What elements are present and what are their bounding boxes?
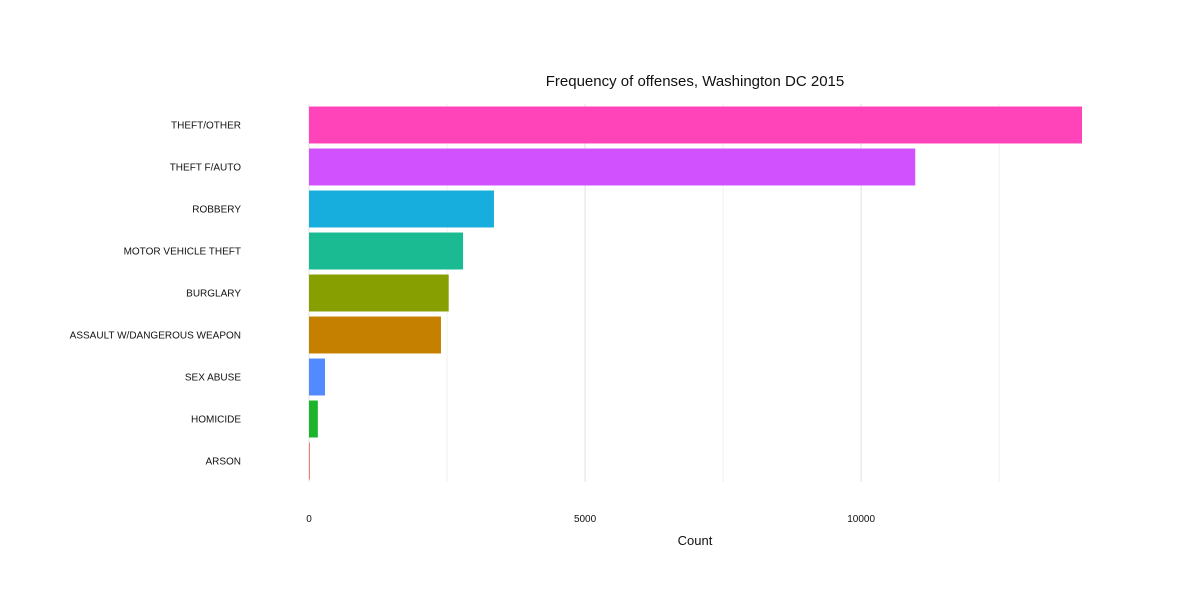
bar-sex-abuse bbox=[309, 358, 326, 396]
x-axis-title: Count bbox=[678, 533, 713, 548]
bars bbox=[309, 106, 1082, 480]
category-label: BURGLARY bbox=[186, 289, 241, 300]
chart-title: Frequency of offenses, Washington DC 201… bbox=[546, 73, 845, 90]
category-label: ARSON bbox=[205, 457, 241, 468]
bar-theft-other bbox=[309, 106, 1082, 144]
category-labels: THEFT/OTHER THEFT F/AUTO ROBBERY MOTOR VEHI… bbox=[70, 121, 242, 468]
category-label: HOMICIDE bbox=[191, 415, 241, 426]
category-label: ASSAULT W/DANGEROUS WEAPON bbox=[70, 331, 241, 342]
x-tick-label: 5000 bbox=[574, 514, 597, 525]
category-label: THEFT F/AUTO bbox=[170, 163, 242, 174]
x-tick-label: 10000 bbox=[847, 514, 875, 525]
category-label: ROBBERY bbox=[192, 205, 241, 216]
bar-burglary bbox=[309, 274, 449, 312]
bar-assault-w-dangerous-weapon bbox=[309, 316, 441, 354]
bar-arson bbox=[309, 442, 310, 480]
bar-homicide bbox=[309, 400, 318, 438]
bar-theft-f-auto bbox=[309, 148, 916, 186]
category-label: THEFT/OTHER bbox=[171, 121, 241, 132]
category-label: MOTOR VEHICLE THEFT bbox=[124, 247, 241, 258]
bar-motor-vehicle-theft bbox=[309, 232, 464, 270]
x-axis-tick-labels: 0 5000 10000 bbox=[306, 514, 875, 525]
category-label: SEX ABUSE bbox=[185, 373, 241, 384]
x-tick-label: 0 bbox=[306, 514, 312, 525]
bar-robbery bbox=[309, 190, 494, 228]
